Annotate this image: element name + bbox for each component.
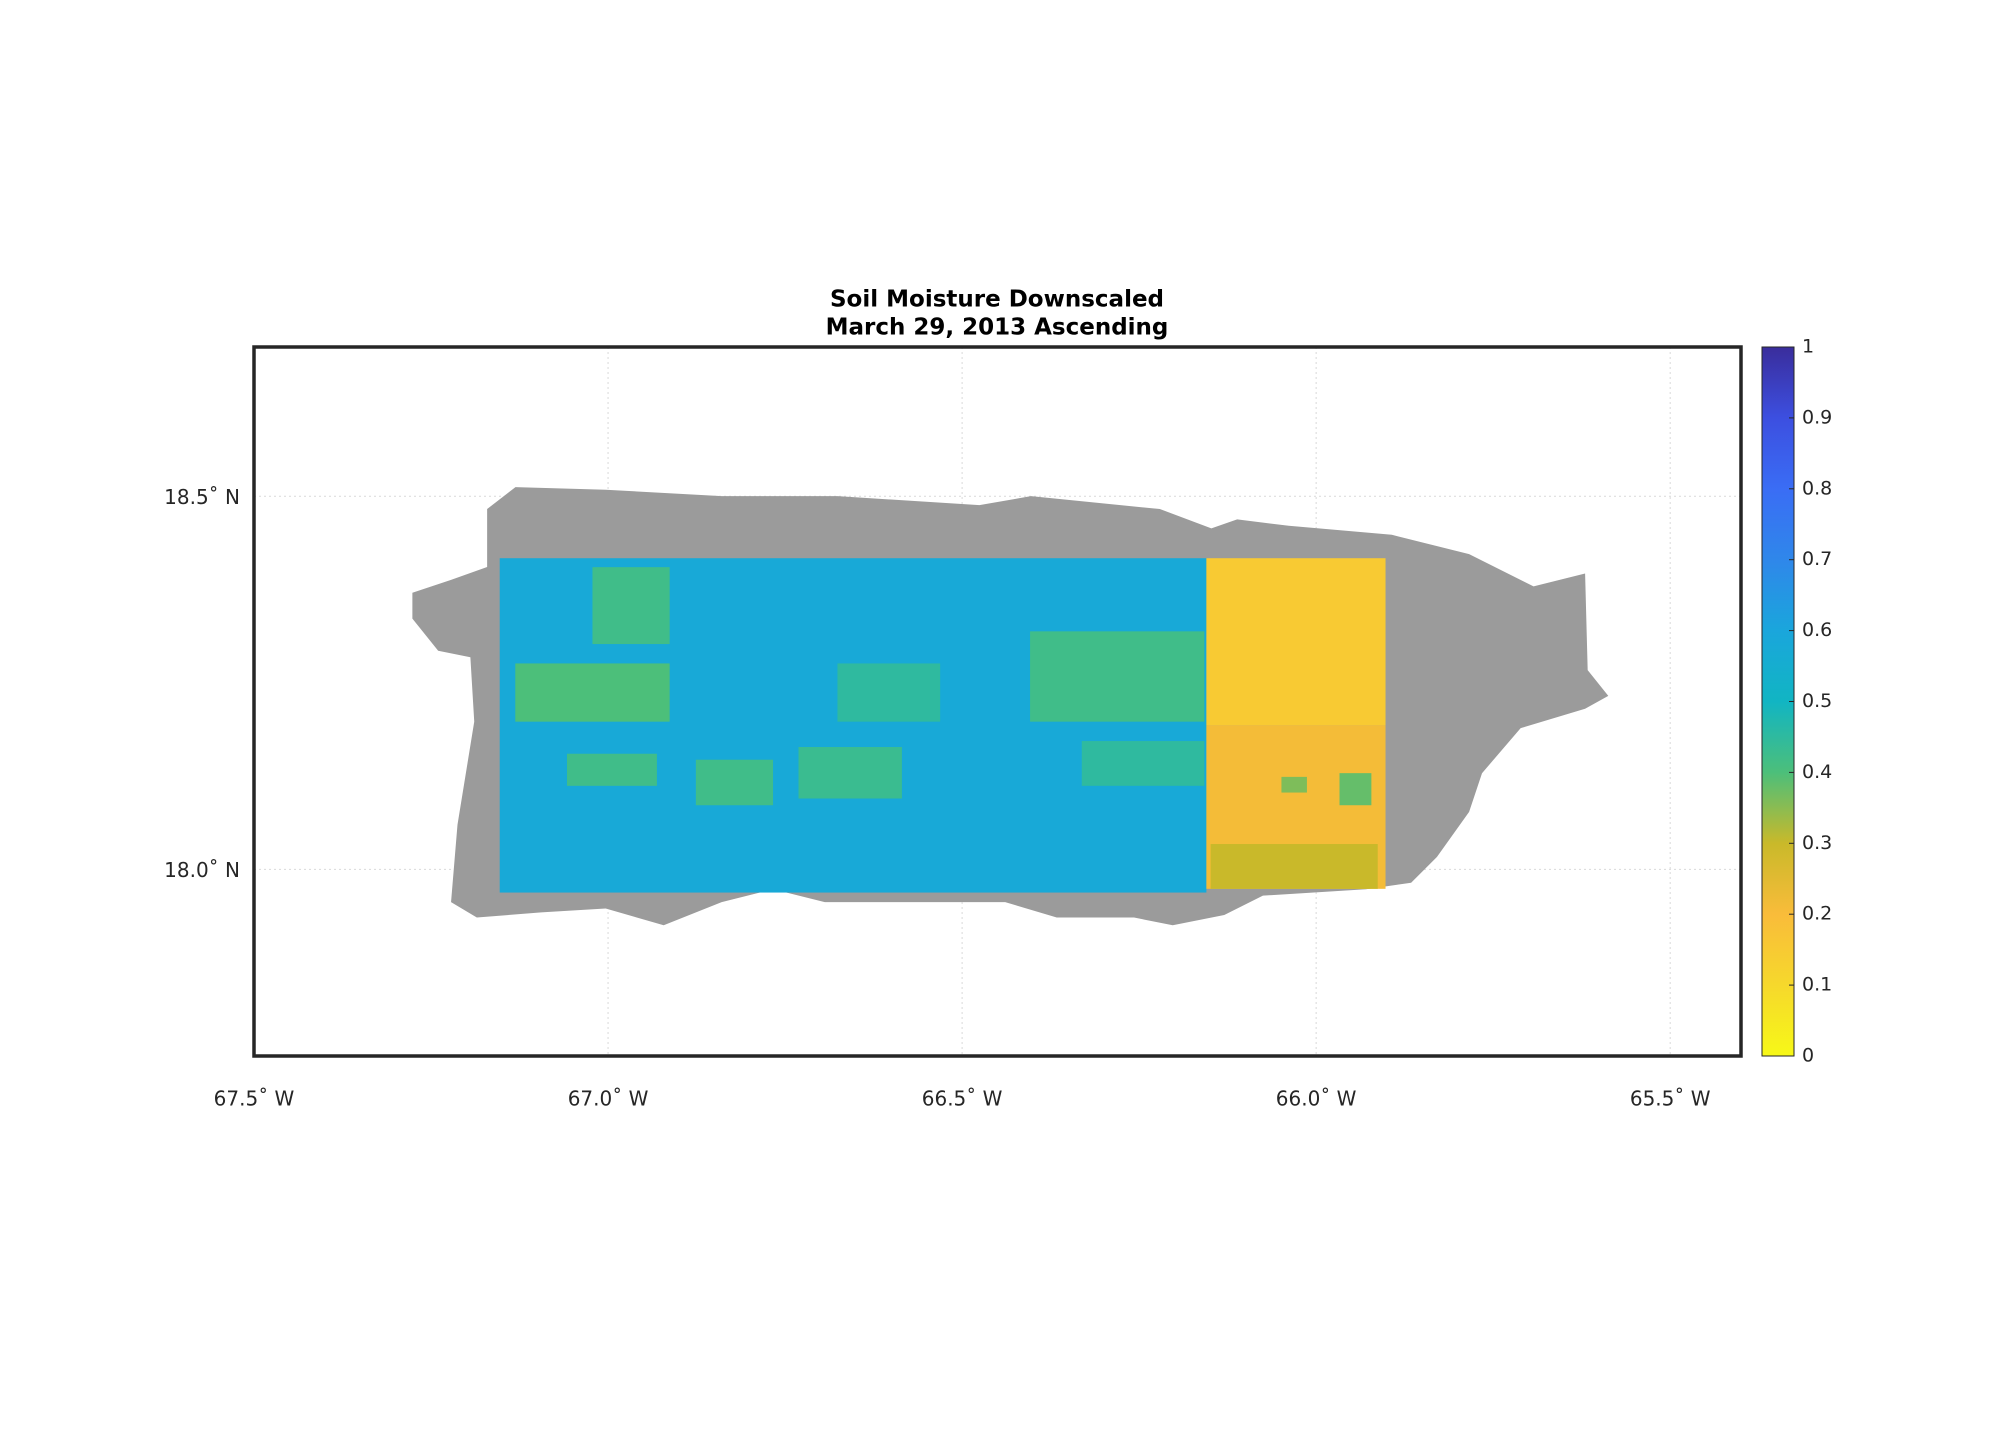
colorbar-tick-label: 0: [1802, 1045, 1814, 1067]
x-tick-label: 66.5˚ W: [922, 1087, 1003, 1111]
y-tick-label: 18.0˚ N: [164, 858, 240, 882]
plot-frame: [252, 345, 1743, 1058]
soil-moisture-cell: [1210, 844, 1378, 889]
colorbar-tick-label: 0.5: [1802, 690, 1832, 712]
colorbar-tick-label: 0.7: [1802, 548, 1832, 570]
soil-moisture-cell: [592, 567, 670, 645]
soil-moisture-cell: [1206, 558, 1386, 726]
colorbar-tick-label: 0.9: [1802, 406, 1832, 428]
soil-moisture-cell: [1281, 776, 1307, 793]
soil-moisture-cell: [798, 747, 902, 799]
colorbar-tick-label: 0.4: [1802, 761, 1832, 783]
x-tick-label: 67.0˚ W: [568, 1087, 649, 1111]
colorbar-tick-label: 0.2: [1802, 903, 1832, 925]
soil-moisture-cell: [515, 663, 670, 722]
colorbar-tick-label: 0.6: [1802, 619, 1832, 641]
y-tick-label: 18.5˚ N: [164, 485, 240, 509]
x-tick-label: 65.5˚ W: [1630, 1087, 1711, 1111]
soil-moisture-cell: [837, 663, 941, 722]
labels: 67.5˚ W 67.0˚ W 66.5˚ W 66.0˚ W 65.5˚ W 18.0˚…: [164, 336, 1832, 1111]
soil-moisture-cell: [695, 759, 774, 806]
colorbar-tick-label: 0.8: [1802, 477, 1832, 499]
map-title: Soil Moisture Downscaled: [830, 287, 1164, 313]
soil-moisture-cells: [499, 558, 1386, 893]
soil-moisture-cell: [1081, 741, 1205, 786]
colorbar-tick-label: 0.1: [1802, 974, 1832, 996]
soil-moisture-cell: [566, 753, 657, 786]
soil-moisture-cell: [1030, 631, 1205, 722]
soil-moisture-cell: [1339, 773, 1372, 806]
colorbar-tick-label: 1: [1802, 336, 1814, 358]
map-subtitle: March 29, 2013 Ascending: [826, 315, 1169, 341]
colorbar-tick-label: 0.3: [1802, 832, 1832, 854]
x-tick-label: 66.0˚ W: [1276, 1087, 1357, 1111]
colorbar: [1761, 346, 1795, 1057]
x-tick-label: 67.5˚ W: [214, 1087, 295, 1111]
